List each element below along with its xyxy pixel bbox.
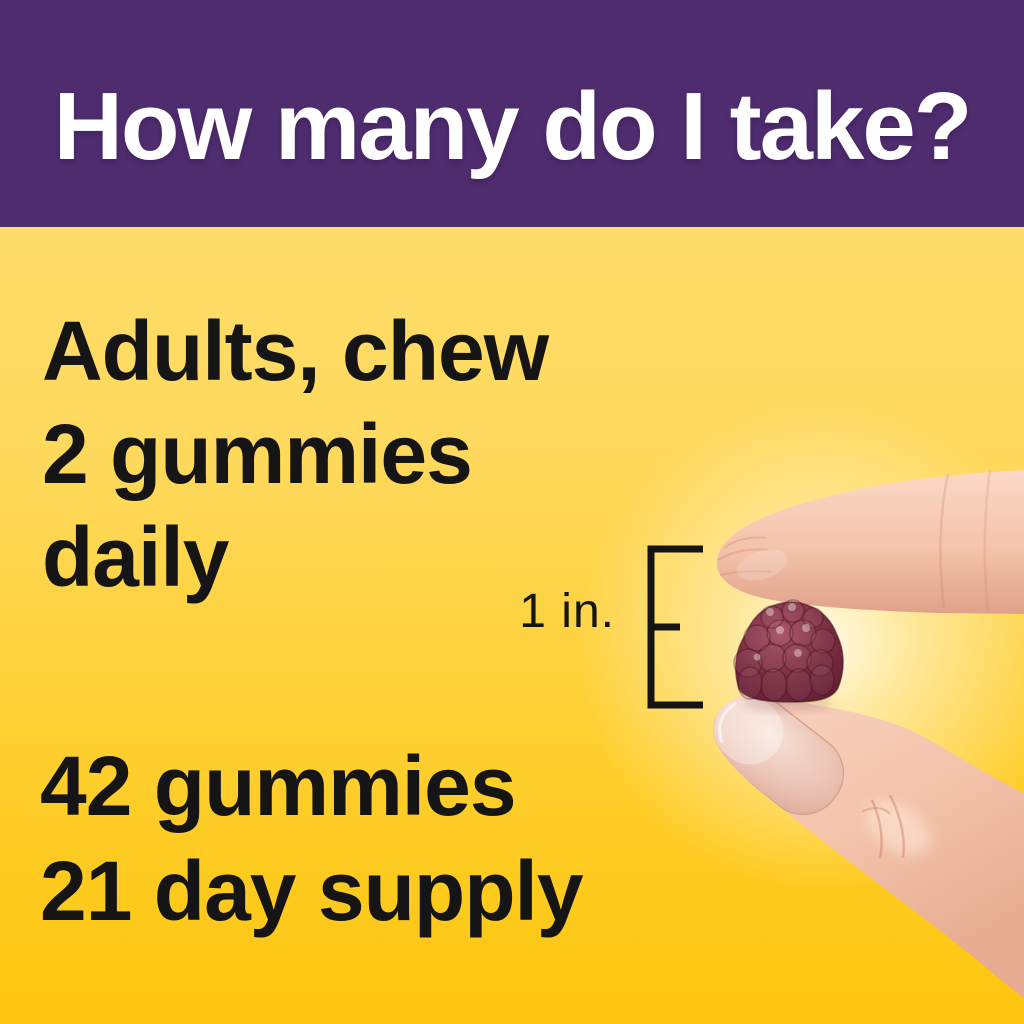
page-title: How many do I take? <box>53 72 973 180</box>
header-band: How many do I take? <box>0 0 1024 227</box>
dosage-text: Adults, chew 2 gummies daily <box>42 300 549 609</box>
index-finger <box>716 469 1024 614</box>
size-label: 1 in. <box>519 585 615 638</box>
gummy <box>733 599 844 703</box>
thumb <box>713 695 1024 999</box>
supply-text: 42 gummies 21 day supply <box>40 734 584 944</box>
supply-line: 21 day supply <box>40 844 584 938</box>
measurement-bracket <box>647 545 703 709</box>
dosage-line: Adults, chew <box>42 304 549 398</box>
dosage-line: 2 gummies <box>42 407 473 501</box>
dosage-line: daily <box>42 510 229 604</box>
supply-line: 42 gummies <box>40 739 517 833</box>
